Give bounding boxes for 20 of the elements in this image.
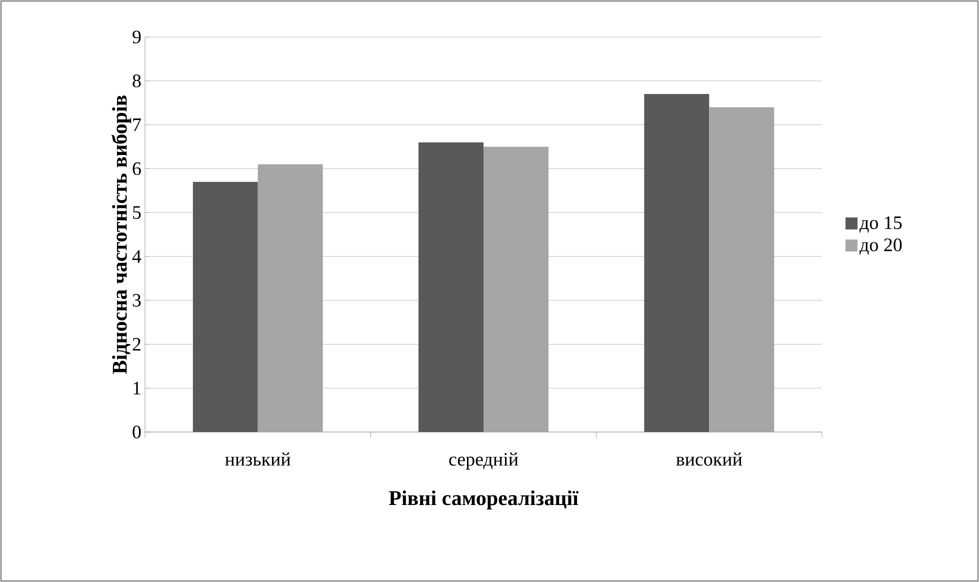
legend-label: до 20 xyxy=(860,238,902,255)
bar xyxy=(418,142,484,432)
bar xyxy=(644,94,710,432)
y-axis-title: Відносна частотність виборів xyxy=(112,95,132,374)
bar xyxy=(192,182,258,432)
x-axis-title: Рівні самореалізації xyxy=(388,490,578,510)
y-tick-label: 6 xyxy=(132,162,141,176)
x-tick-label: середній xyxy=(449,452,518,470)
y-tick-label: 3 xyxy=(132,294,141,307)
y-tick-label: 2 xyxy=(132,338,140,351)
y-tick-label: 1 xyxy=(134,382,140,394)
y-tick-label: 8 xyxy=(132,74,141,88)
y-tick-label: 9 xyxy=(132,30,141,44)
y-tick-label: 0 xyxy=(132,426,141,438)
x-tick-label: низький xyxy=(225,452,290,466)
x-tick-label: високий xyxy=(676,452,742,466)
y-tick-label: 5 xyxy=(133,206,141,219)
y-tick-label: 4 xyxy=(132,250,142,263)
y-tick-label: 7 xyxy=(133,118,141,131)
legend-label: до 15 xyxy=(860,216,902,233)
